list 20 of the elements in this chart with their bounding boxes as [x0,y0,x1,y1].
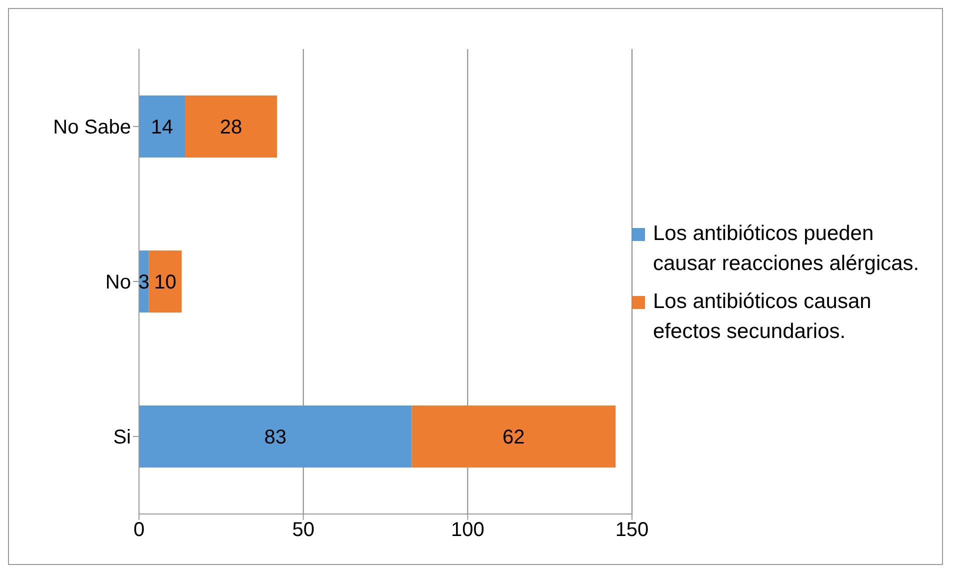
x-tick-label: 50 [292,519,314,542]
bar [148,250,182,312]
bar [139,96,186,158]
x-tick-label: 100 [450,519,484,542]
bar [185,96,278,158]
y-tick-label: No Sabe [53,116,131,139]
x-tick-label: 0 [133,519,145,542]
y-tick-label: No [105,272,131,294]
data-label: 83 [264,426,287,449]
data-label: 10 [154,272,176,294]
data-label: 62 [502,426,525,449]
bar [139,406,412,468]
y-tick-label: Si [113,426,131,449]
legend-label: Los antibióticos pueden causar reacciones alérgicas. [653,220,920,276]
bar [412,406,616,468]
data-label: 28 [220,116,242,139]
legend-label: Los antibióticos causan efectos secundarios. [653,288,872,344]
x-tick-label: 150 [615,519,649,542]
data-label: 14 [150,116,174,139]
data-label: 3 [138,272,150,294]
